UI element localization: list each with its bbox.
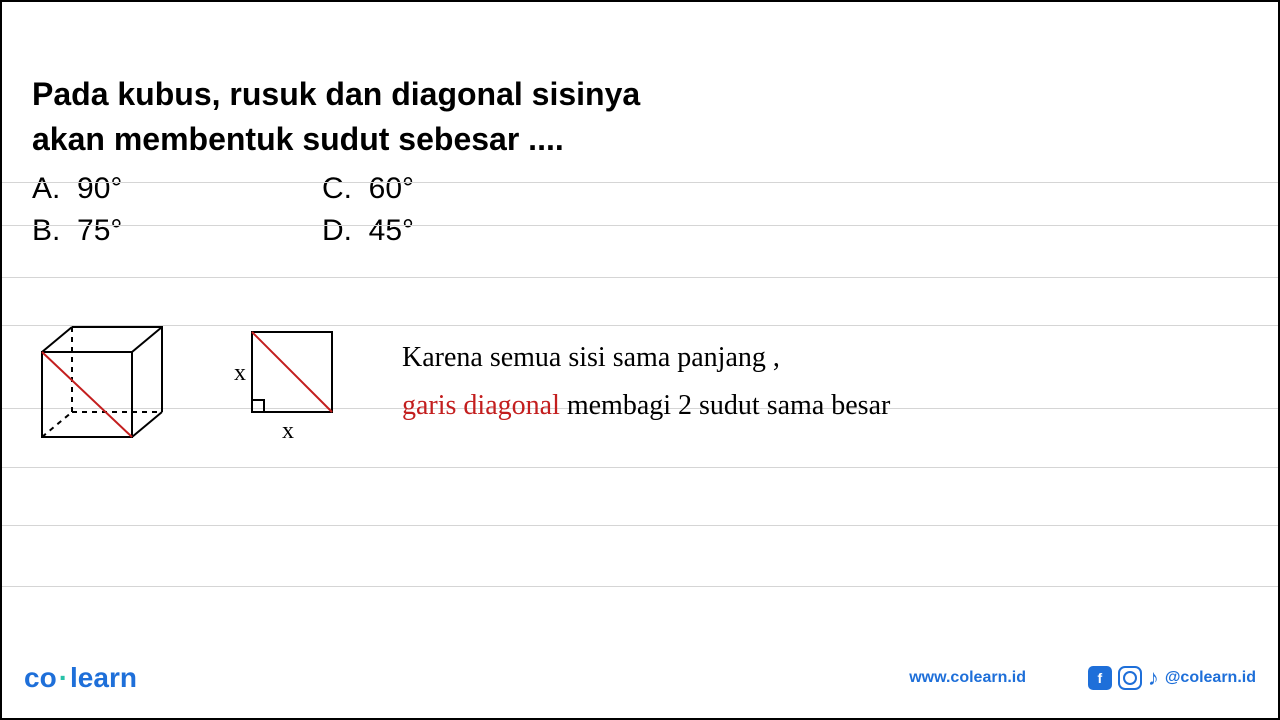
brand-co: co	[24, 662, 57, 693]
tiktok-icon: ♪	[1148, 665, 1159, 691]
hand-line-2: garis diagonal membagi 2 sudut sama besa…	[402, 382, 890, 430]
square-label-left: x	[234, 360, 246, 386]
option-c-value: 60°	[369, 172, 414, 205]
brand-learn: learn	[70, 662, 137, 693]
option-b: B. 75°	[32, 214, 322, 248]
social-handle: @colearn.id	[1165, 669, 1256, 687]
option-d: D. 45°	[322, 214, 612, 248]
hand-line-1: Karena semua sisi sama panjang ,	[402, 334, 890, 382]
facebook-icon: f	[1088, 666, 1112, 690]
brand-logo: co·learn	[24, 662, 137, 694]
hand-rest-text: membagi 2 sudut sama besar	[560, 390, 890, 421]
option-c: C. 60°	[322, 172, 612, 206]
brand-dot: ·	[59, 662, 68, 693]
cube-diagram	[32, 322, 172, 442]
option-b-value: 75°	[77, 214, 122, 247]
square-diagram: x x	[222, 322, 352, 442]
instagram-icon	[1118, 666, 1142, 690]
footer: co·learn www.colearn.id f ♪ @colearn.id	[24, 662, 1256, 694]
footer-url: www.colearn.id	[909, 669, 1026, 687]
hand-red-text: garis diagonal	[402, 390, 560, 421]
option-a-value: 90°	[77, 172, 122, 205]
ruled-line	[2, 277, 1278, 278]
ruled-line	[2, 467, 1278, 468]
square-label-bottom: x	[282, 418, 294, 442]
ruled-line	[2, 225, 1278, 226]
solution-row: x x Karena semua sisi sama panjang , gar…	[32, 322, 1248, 442]
ruled-line	[2, 586, 1278, 587]
option-a: A. 90°	[32, 172, 322, 206]
handwriting-text: Karena semua sisi sama panjang , garis d…	[402, 334, 890, 429]
social-group: f ♪ @colearn.id	[1088, 665, 1256, 691]
ruled-line	[2, 525, 1278, 526]
option-d-value: 45°	[369, 214, 414, 247]
ruled-line	[2, 182, 1278, 183]
question-line-1: Pada kubus, rusuk dan diagonal sisinya	[32, 72, 1248, 117]
question-line-2: akan membentuk sudut sebesar ....	[32, 117, 1248, 162]
question-block: Pada kubus, rusuk dan diagonal sisinya a…	[2, 2, 1278, 268]
